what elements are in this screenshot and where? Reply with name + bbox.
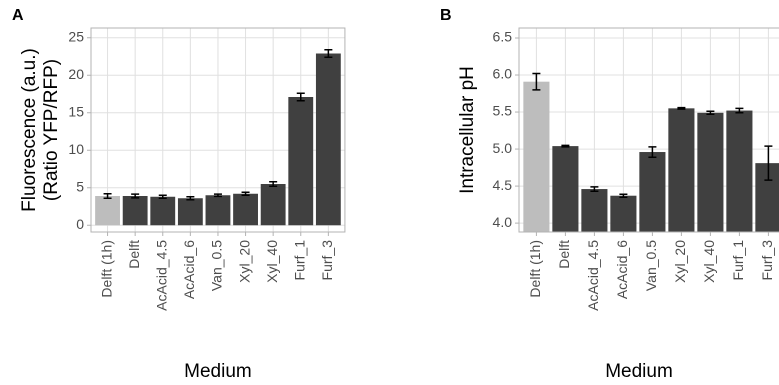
error-bar — [706, 110, 715, 116]
error-bar — [241, 191, 250, 196]
y-tick-label: 5 — [76, 178, 84, 194]
panel-tag: B — [440, 7, 452, 24]
y-axis-title: Intracellular pH — [457, 66, 478, 194]
x-tick-label: Xyl_20 — [672, 240, 688, 283]
y-tick-label: 4.0 — [493, 214, 513, 230]
x-tick-label: AcAcid_4.5 — [585, 240, 601, 311]
x-axis-title: Medium — [605, 361, 673, 382]
x-tick-label: Van_0.5 — [209, 240, 225, 291]
bar — [697, 112, 724, 232]
bar — [205, 195, 231, 226]
x-tick-label: Furf_3 — [319, 240, 335, 281]
bar — [288, 97, 314, 226]
error-bar — [158, 194, 167, 199]
y-tick-label: 25 — [68, 28, 84, 44]
x-tick-label: Xyl_40 — [264, 240, 280, 283]
x-tick-label: Delft — [556, 240, 572, 269]
bar — [523, 81, 550, 233]
bar — [552, 146, 579, 232]
y-tick-label: 20 — [68, 66, 84, 82]
error-bar — [296, 92, 305, 102]
x-tick-label: Furf_1 — [291, 240, 307, 281]
y-tick-label: 5.0 — [493, 140, 513, 156]
error-bar — [324, 49, 333, 58]
x-tick-label: Delft (1h) — [527, 240, 543, 298]
x-axis-title: Medium — [184, 361, 252, 382]
error-bar — [619, 193, 628, 198]
bar — [315, 53, 341, 226]
error-bar — [213, 193, 222, 198]
x-tick-label: AcAcid_6 — [181, 240, 197, 299]
error-bar — [532, 72, 541, 91]
bar — [122, 196, 148, 226]
error-bar — [186, 196, 195, 201]
error-bar — [561, 144, 570, 148]
bar — [150, 196, 176, 226]
error-bar — [677, 106, 686, 110]
panel-tag: A — [12, 7, 24, 24]
y-tick-label: 5.5 — [493, 103, 513, 119]
x-tick-label: Xyl_40 — [701, 240, 717, 283]
bar — [755, 163, 779, 232]
y-tick-label: 6.0 — [493, 66, 513, 82]
error-bar — [764, 145, 773, 181]
error-bar — [131, 193, 140, 199]
y-tick-label: 4.5 — [493, 177, 513, 193]
y-axis-title: Fluorescence (a.u.) — [19, 48, 40, 212]
x-tick-label: AcAcid_4.5 — [153, 240, 169, 311]
error-bar — [103, 193, 112, 199]
bar — [581, 189, 608, 232]
error-bar — [590, 186, 599, 193]
bar — [233, 193, 258, 226]
error-bar — [269, 181, 278, 187]
bar — [668, 108, 695, 232]
panel-border — [90, 27, 346, 233]
bar — [610, 195, 637, 232]
error-bar — [648, 146, 657, 158]
bar — [639, 152, 666, 232]
y-axis-title: (Ratio YFP/RFP) — [41, 59, 62, 201]
bar — [260, 184, 286, 226]
y-tick-label: 15 — [68, 103, 84, 119]
panel-border — [518, 27, 779, 233]
y-tick-label: 0 — [76, 216, 84, 232]
x-tick-label: Delft (1h) — [98, 240, 114, 298]
bar — [177, 198, 203, 226]
x-tick-label: Furf_1 — [730, 240, 746, 281]
x-tick-label: Xyl_20 — [236, 240, 252, 283]
y-tick-label: 10 — [68, 141, 84, 157]
bar — [95, 196, 120, 226]
x-tick-label: Furf_3 — [759, 240, 775, 281]
bar — [726, 110, 753, 232]
x-tick-label: AcAcid_6 — [614, 240, 630, 299]
x-tick-label: Van_0.5 — [643, 240, 659, 291]
error-bar — [735, 107, 744, 114]
y-tick-label: 6.5 — [493, 29, 513, 45]
x-tick-label: Delft — [126, 240, 142, 269]
